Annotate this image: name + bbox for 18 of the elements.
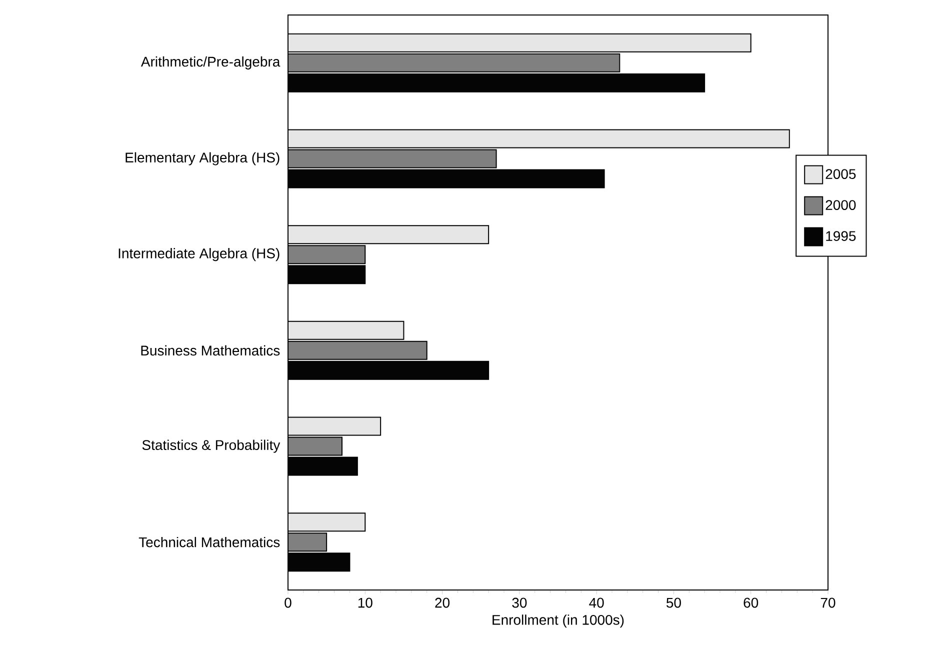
y-tick-label: Intermediate Algebra (HS) xyxy=(118,248,280,262)
x-tick-label: 0 xyxy=(284,598,292,608)
x-tick-label: 70 xyxy=(820,598,836,608)
x-axis-title: Enrollment (in 1000s) xyxy=(492,614,624,628)
y-tick-label: Technical Mathematics xyxy=(138,536,280,548)
x-tick-label: 40 xyxy=(589,598,604,608)
y-tick-label: Statistics & Probability xyxy=(142,440,280,453)
legend-label: 2000 xyxy=(826,200,856,210)
y-tick-label: Elementary Algebra (HS) xyxy=(126,152,280,166)
y-tick-label: Business Mathematics xyxy=(141,345,280,356)
x-tick-label: 30 xyxy=(512,598,527,608)
x-tick-label: 50 xyxy=(666,598,681,608)
legend-label: 2005 xyxy=(826,169,856,180)
x-tick-label: 60 xyxy=(744,598,758,608)
legend-label: 1995 xyxy=(826,231,856,242)
x-tick-label: 20 xyxy=(435,598,450,608)
y-tick-label: Arithmetic/Pre-algebra xyxy=(140,56,280,70)
x-tick-label: 10 xyxy=(358,598,372,608)
